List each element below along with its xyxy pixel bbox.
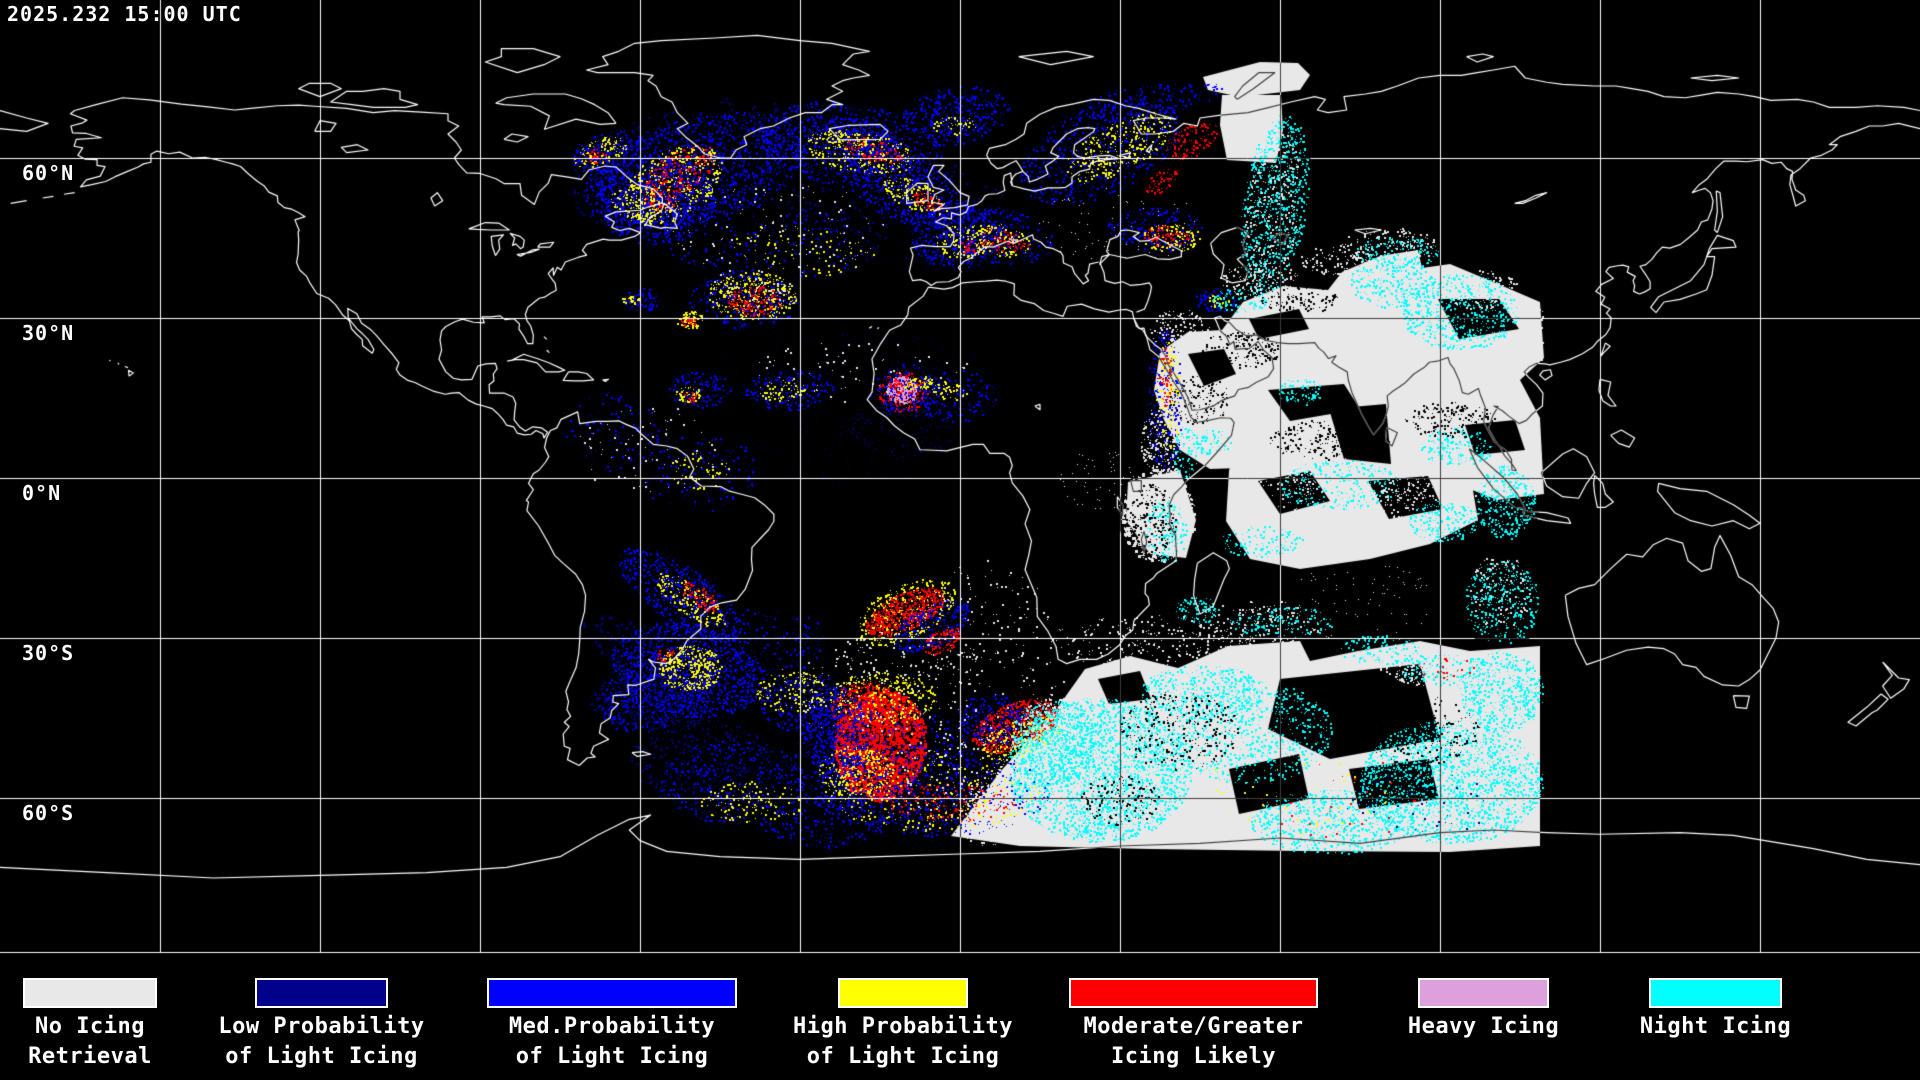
legend-swatch-high xyxy=(838,978,968,1008)
legend-label-heavy-line1: Heavy Icing xyxy=(1407,1014,1560,1039)
legend-label-low-line2: of Light Icing xyxy=(225,1044,418,1069)
legend-label-high-line2: of Light Icing xyxy=(806,1044,1000,1069)
legend-label-med-line1: Med.Probability xyxy=(508,1014,716,1039)
lat-label-60N: 60°N xyxy=(22,161,75,185)
legend: No Icing Retrieval Low Probability of Light… xyxy=(0,958,1920,1080)
legend-label-low-line1: Low Probability xyxy=(218,1014,425,1039)
lat-label-30N: 30°N xyxy=(22,321,75,345)
legend-label-mod-line2: Icing Likely xyxy=(1111,1044,1276,1069)
legend-label-night-line1: Night Icing xyxy=(1639,1014,1792,1039)
timestamp: 2025.232 15:00 UTC xyxy=(7,2,242,26)
legend-swatch-none xyxy=(23,978,157,1008)
legend-swatch-mod xyxy=(1069,978,1318,1008)
legend-label-none-line1: No Icing xyxy=(35,1014,145,1039)
legend-swatch-med xyxy=(487,978,737,1008)
lat-label-60S: 60°S xyxy=(22,801,75,825)
legend-label-med-line2: of Light Icing xyxy=(515,1044,709,1069)
world-map-canvas xyxy=(0,0,1920,958)
legend-label-high-line1: High Probability xyxy=(793,1014,1013,1039)
legend-label-mod-line1: Moderate/Greater xyxy=(1083,1014,1304,1039)
lat-label-0N: 0°N xyxy=(22,481,62,505)
lat-label-30S: 30°S xyxy=(22,641,75,665)
legend-swatch-heavy xyxy=(1418,978,1549,1008)
legend-label-none-line2: Retrieval xyxy=(28,1044,152,1069)
legend-swatch-night xyxy=(1649,978,1782,1008)
legend-swatch-low xyxy=(255,978,388,1008)
